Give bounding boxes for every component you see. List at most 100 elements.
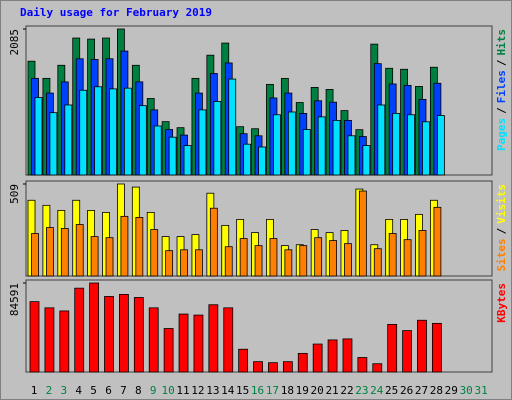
- x-tick-label: 23: [355, 384, 368, 397]
- bar: [224, 246, 233, 277]
- bar: [273, 114, 281, 176]
- bar: [317, 116, 326, 176]
- x-tick-label: 21: [325, 384, 338, 397]
- bar: [60, 228, 69, 277]
- bar: [347, 135, 356, 176]
- chart-title: Daily usage for February 2019: [20, 6, 212, 19]
- legend-entry: Pages: [495, 118, 508, 151]
- bar: [417, 319, 427, 373]
- x-tick-label: 14: [221, 384, 235, 397]
- bar: [418, 230, 427, 277]
- bar: [163, 328, 174, 373]
- bar: [153, 125, 162, 176]
- x-tick-label: 25: [385, 384, 398, 397]
- x-tick-label: 16: [251, 384, 264, 397]
- x-tick-label: 4: [75, 384, 82, 397]
- bar: [388, 233, 397, 277]
- bar: [89, 282, 100, 373]
- legend: Pages / Files / Hits: [495, 29, 508, 151]
- bar: [193, 314, 204, 373]
- bar: [133, 297, 144, 373]
- bar: [254, 245, 263, 277]
- bar: [195, 249, 203, 277]
- bar: [287, 111, 296, 176]
- bar: [327, 339, 338, 373]
- x-tick-label: 12: [191, 384, 204, 397]
- bar: [377, 104, 386, 176]
- x-tick-label: 29: [445, 384, 458, 397]
- x-tick-label: 31: [474, 384, 487, 397]
- bar: [90, 236, 99, 277]
- x-tick-label: 17: [266, 384, 279, 397]
- bar: [135, 217, 144, 277]
- x-tick-label: 28: [430, 384, 443, 397]
- bar: [223, 307, 234, 373]
- bar: [148, 307, 159, 373]
- legend-separator: /: [495, 59, 508, 66]
- bar: [297, 352, 308, 373]
- bar: [258, 146, 266, 176]
- bar: [198, 109, 207, 176]
- x-tick-label: 3: [60, 384, 67, 397]
- legend-entry: Hits: [495, 29, 508, 56]
- x-tick-label: 20: [311, 384, 324, 397]
- bar: [74, 287, 85, 373]
- bar: [407, 114, 415, 176]
- x-tick-label: 1: [31, 384, 38, 397]
- bar: [357, 357, 368, 373]
- bar: [332, 119, 341, 176]
- bar: [208, 304, 219, 373]
- bar: [209, 207, 218, 277]
- x-tick-label: 13: [206, 384, 219, 397]
- x-tick-label: 9: [150, 384, 157, 397]
- bar: [94, 86, 103, 176]
- bar: [312, 343, 323, 373]
- x-tick-label: 19: [296, 384, 309, 397]
- x-tick-label: 10: [162, 384, 175, 397]
- bar: [344, 243, 352, 277]
- x-tick-label: 2: [46, 384, 53, 397]
- bar: [436, 115, 445, 176]
- bar: [109, 88, 117, 176]
- bar: [314, 237, 323, 277]
- bar: [431, 322, 442, 373]
- x-tick-label: 18: [281, 384, 294, 397]
- bar: [34, 97, 43, 176]
- x-tick-label: 6: [105, 384, 112, 397]
- bar: [268, 362, 278, 373]
- legend: KBytes: [495, 283, 508, 323]
- bar: [243, 143, 252, 176]
- bar: [138, 105, 147, 176]
- bar: [165, 250, 174, 277]
- bar: [178, 313, 189, 373]
- bar: [239, 238, 248, 277]
- bar: [105, 237, 114, 277]
- bar: [180, 249, 188, 277]
- bar: [282, 361, 293, 373]
- legend-entry: Files: [495, 70, 508, 103]
- bar: [372, 363, 383, 373]
- x-tick-label: 11: [176, 384, 189, 397]
- bar: [358, 190, 367, 277]
- legend-entry: KBytes: [495, 283, 508, 323]
- bar: [392, 112, 401, 176]
- x-tick-label: 30: [460, 384, 473, 397]
- bar: [150, 229, 159, 277]
- bar: [422, 121, 430, 176]
- bar: [373, 248, 382, 277]
- bar: [46, 227, 54, 277]
- bar: [342, 338, 353, 373]
- legend: Sites / Visits: [495, 184, 508, 272]
- bar: [31, 233, 39, 277]
- y-tick-label: 2085: [8, 29, 21, 56]
- bar: [168, 136, 177, 176]
- legend-separator: /: [495, 227, 508, 234]
- bar: [329, 240, 337, 277]
- bar: [124, 87, 132, 176]
- bar: [29, 301, 40, 373]
- plot-area: [25, 279, 493, 373]
- y-tick-label: 84591: [8, 283, 21, 316]
- x-tick-label: 5: [90, 384, 97, 397]
- bar: [269, 238, 278, 277]
- legend-separator: /: [495, 107, 508, 114]
